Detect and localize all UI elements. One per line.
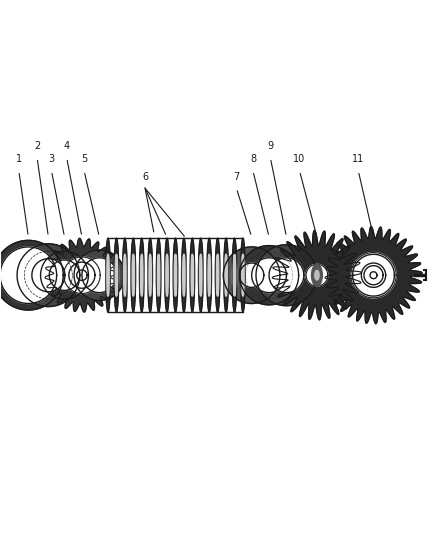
Text: 9: 9 — [267, 141, 273, 151]
Text: 2: 2 — [34, 141, 40, 151]
Ellipse shape — [215, 238, 220, 312]
Ellipse shape — [198, 254, 203, 296]
Polygon shape — [77, 270, 87, 280]
Polygon shape — [272, 230, 361, 320]
Polygon shape — [69, 262, 95, 288]
Ellipse shape — [114, 254, 119, 296]
Ellipse shape — [139, 254, 144, 296]
Text: 10: 10 — [293, 154, 306, 164]
Ellipse shape — [232, 238, 237, 312]
Polygon shape — [353, 254, 394, 296]
Ellipse shape — [182, 238, 186, 312]
Ellipse shape — [131, 238, 136, 312]
Ellipse shape — [173, 254, 178, 296]
Ellipse shape — [224, 238, 228, 312]
Ellipse shape — [198, 238, 203, 312]
Ellipse shape — [240, 254, 245, 296]
Text: 7: 7 — [233, 172, 240, 182]
Ellipse shape — [207, 254, 212, 296]
Ellipse shape — [165, 238, 170, 312]
Ellipse shape — [315, 270, 319, 280]
Polygon shape — [0, 247, 57, 303]
Polygon shape — [74, 250, 124, 301]
Ellipse shape — [123, 238, 127, 312]
Polygon shape — [351, 253, 396, 298]
Polygon shape — [41, 251, 88, 299]
Polygon shape — [223, 247, 280, 303]
Ellipse shape — [190, 238, 194, 312]
Polygon shape — [32, 259, 65, 292]
Polygon shape — [240, 246, 299, 305]
Polygon shape — [364, 265, 383, 285]
Ellipse shape — [311, 264, 322, 286]
Polygon shape — [0, 240, 63, 310]
Polygon shape — [64, 257, 100, 294]
Polygon shape — [256, 245, 317, 305]
Ellipse shape — [207, 238, 212, 312]
Polygon shape — [370, 272, 377, 279]
Ellipse shape — [215, 254, 220, 296]
Ellipse shape — [139, 238, 144, 312]
Ellipse shape — [106, 238, 110, 312]
Text: 4: 4 — [64, 141, 70, 151]
Polygon shape — [240, 263, 264, 287]
Ellipse shape — [148, 238, 152, 312]
Ellipse shape — [232, 254, 237, 296]
Ellipse shape — [165, 254, 170, 296]
Ellipse shape — [224, 254, 228, 296]
Polygon shape — [306, 264, 328, 286]
Ellipse shape — [131, 254, 136, 296]
Ellipse shape — [114, 238, 119, 312]
Ellipse shape — [148, 254, 152, 296]
Text: 6: 6 — [142, 172, 148, 182]
Ellipse shape — [240, 238, 245, 312]
Ellipse shape — [156, 254, 161, 296]
Polygon shape — [45, 238, 119, 312]
Text: 1: 1 — [16, 154, 22, 164]
Ellipse shape — [190, 254, 194, 296]
Ellipse shape — [182, 254, 186, 296]
Text: 3: 3 — [48, 154, 54, 164]
Polygon shape — [17, 244, 80, 306]
Polygon shape — [325, 227, 422, 324]
Ellipse shape — [156, 238, 161, 312]
Polygon shape — [82, 258, 117, 293]
Ellipse shape — [123, 254, 127, 296]
Text: 8: 8 — [250, 154, 256, 164]
Polygon shape — [361, 263, 386, 287]
Polygon shape — [252, 258, 286, 293]
Ellipse shape — [106, 254, 110, 296]
Text: 5: 5 — [81, 154, 87, 164]
Polygon shape — [269, 258, 304, 293]
Ellipse shape — [173, 238, 178, 312]
Text: 11: 11 — [352, 154, 364, 164]
Polygon shape — [49, 260, 80, 290]
